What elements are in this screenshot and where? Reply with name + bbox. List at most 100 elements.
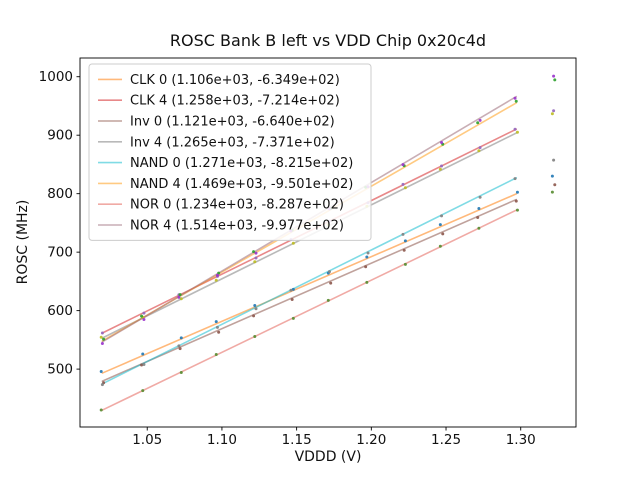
scatter-dot-nand-0 bbox=[401, 232, 405, 236]
scatter-dot-nand-0 bbox=[254, 307, 258, 311]
scatter-dot-nand-0 bbox=[552, 158, 556, 162]
scatter-dot-nand-4 bbox=[140, 314, 144, 318]
fit-line-clk-0 bbox=[101, 193, 518, 374]
scatter-dot-nor-0 bbox=[365, 280, 369, 284]
scatter-dot-nor-4 bbox=[100, 341, 104, 345]
scatter-dot-clk-4 bbox=[142, 311, 146, 315]
fit-line-nor-0 bbox=[101, 209, 518, 411]
legend-label-nand-0: NAND 0 (1.271e+03, -8.215e+02) bbox=[130, 156, 353, 171]
scatter-dot-inv-4 bbox=[253, 260, 257, 264]
scatter-dot-nand-4 bbox=[178, 293, 182, 297]
scatter-dot-nand-4 bbox=[514, 99, 518, 103]
legend-label-inv-0: Inv 0 (1.121e+03, -6.640e+02) bbox=[130, 115, 335, 130]
scatter-dot-nand-0 bbox=[100, 383, 104, 387]
x-tick-label: 1.20 bbox=[356, 432, 386, 448]
scatter-dot-clk-0 bbox=[214, 320, 218, 324]
fit-line-inv-0 bbox=[101, 198, 518, 382]
legend-label-nand-4: NAND 4 (1.469e+03, -9.501e+02) bbox=[130, 177, 353, 192]
scatter-dot-clk-4 bbox=[552, 109, 556, 113]
scatter-dot-inv-0 bbox=[329, 281, 333, 285]
scatter-layer bbox=[99, 74, 557, 412]
y-tick-label: 600 bbox=[47, 303, 73, 319]
scatter-dot-clk-4 bbox=[100, 331, 104, 335]
scatter-dot-nand-0 bbox=[177, 344, 181, 348]
axes-spines bbox=[79, 57, 577, 428]
scatter-dot-nand-0 bbox=[440, 214, 444, 218]
y-tick-label: 800 bbox=[47, 186, 73, 202]
scatter-dot-clk-4 bbox=[478, 146, 482, 150]
scatter-dot-nor-0 bbox=[477, 226, 481, 230]
scatter-dot-clk-4 bbox=[440, 164, 444, 168]
y-tick-label: 900 bbox=[47, 128, 73, 144]
scatter-dot-nor-4 bbox=[478, 118, 482, 122]
scatter-dot-nand-4 bbox=[476, 121, 480, 125]
scatter-dot-inv-0 bbox=[514, 199, 518, 203]
x-tick-label: 1.15 bbox=[282, 432, 312, 448]
scatter-dot-nor-0 bbox=[214, 352, 218, 356]
legend-label-nor-0: NOR 0 (1.234e+03, -8.287e+02) bbox=[130, 198, 344, 213]
scatter-dot-inv-4 bbox=[179, 297, 183, 301]
scatter-dot-clk-0 bbox=[365, 255, 369, 259]
scatter-dot-nor-4 bbox=[513, 96, 517, 100]
scatter-dot-nand-0 bbox=[327, 270, 331, 274]
scatter-dot-nand-0 bbox=[215, 325, 219, 329]
legend: CLK 0 (1.106e+03, -6.349e+02) CLK 4 (1.25… bbox=[88, 63, 372, 241]
scatter-dot-clk-0 bbox=[550, 174, 554, 178]
x-tick-label: 1.30 bbox=[506, 432, 536, 448]
scatter-dot-inv-0 bbox=[553, 183, 557, 187]
scatter-dot-nor-4 bbox=[440, 140, 444, 144]
scatter-dot-inv-4 bbox=[477, 149, 481, 153]
scatter-dot-nor-4 bbox=[142, 318, 146, 322]
scatter-dot-inv-4 bbox=[515, 130, 519, 134]
chart-title: ROSC Bank B left vs VDD Chip 0x20c4d bbox=[170, 31, 486, 50]
scatter-dot-inv-4 bbox=[550, 112, 554, 116]
x-axis-label: VDDD (V) bbox=[295, 449, 362, 465]
scatter-dot-nor-0 bbox=[515, 208, 519, 212]
legend-label-clk-0: CLK 0 (1.106e+03, -6.349e+02) bbox=[130, 73, 340, 88]
scatter-dot-nor-0 bbox=[438, 244, 442, 248]
scatter-dot-nor-4 bbox=[177, 295, 181, 299]
scatter-dot-inv-0 bbox=[178, 347, 182, 351]
scatter-dot-clk-4 bbox=[513, 127, 517, 131]
legend-label-inv-4: Inv 4 (1.265e+03, -7.371e+02) bbox=[130, 135, 335, 150]
y-tick-label: 1000 bbox=[39, 69, 73, 85]
scatter-dot-nand-0 bbox=[142, 363, 146, 367]
scatter-dot-clk-0 bbox=[99, 369, 103, 373]
scatter-dot-nor-4 bbox=[552, 74, 556, 78]
scatter-dot-nand-4 bbox=[252, 250, 256, 254]
y-tick-label: 700 bbox=[47, 245, 73, 261]
scatter-dot-clk-0 bbox=[403, 239, 407, 243]
legend-label-nor-4: NOR 4 (1.514e+03, -9.977e+02) bbox=[130, 219, 344, 234]
scatter-dot-inv-4 bbox=[291, 241, 295, 245]
axes-layer: 1.05 1.10 1.15 1.20 1.25 1.30 500 600 700 800 900 1… bbox=[39, 57, 577, 448]
scatter-dot-nor-0 bbox=[141, 389, 145, 393]
scatter-dot-nor-4 bbox=[254, 251, 258, 255]
scatter-dot-clk-0 bbox=[477, 207, 481, 211]
fit-line-nand-0 bbox=[101, 177, 518, 385]
scatter-dot-nor-4 bbox=[401, 163, 405, 167]
scatter-dot-inv-0 bbox=[140, 363, 144, 367]
scatter-dot-clk-0 bbox=[515, 190, 519, 194]
scatter-dot-inv-0 bbox=[402, 248, 406, 252]
scatter-dot-nor-4 bbox=[215, 273, 219, 277]
scatter-dot-nand-0 bbox=[289, 288, 293, 292]
scatter-dot-clk-0 bbox=[253, 304, 257, 308]
scatter-dot-inv-4 bbox=[214, 278, 218, 282]
x-tick-label: 1.05 bbox=[132, 432, 162, 448]
y-tick-label: 500 bbox=[47, 362, 73, 378]
y-axis-label: ROSC (MHz) bbox=[15, 200, 31, 285]
scatter-dot-nand-4 bbox=[102, 337, 106, 341]
scatter-dot-clk-4 bbox=[254, 256, 258, 260]
scatter-dot-nand-0 bbox=[513, 177, 517, 181]
scatter-dot-clk-0 bbox=[438, 223, 442, 227]
scatter-dot-nand-4 bbox=[553, 78, 557, 82]
scatter-dot-clk-0 bbox=[179, 336, 183, 340]
scatter-dot-nor-0 bbox=[253, 334, 257, 338]
scatter-dot-clk-4 bbox=[401, 182, 405, 186]
scatter-dot-nand-0 bbox=[478, 195, 482, 199]
scatter-dot-nor-0 bbox=[179, 371, 183, 375]
scatter-dot-inv-0 bbox=[252, 314, 256, 318]
scatter-dot-inv-0 bbox=[441, 232, 445, 236]
